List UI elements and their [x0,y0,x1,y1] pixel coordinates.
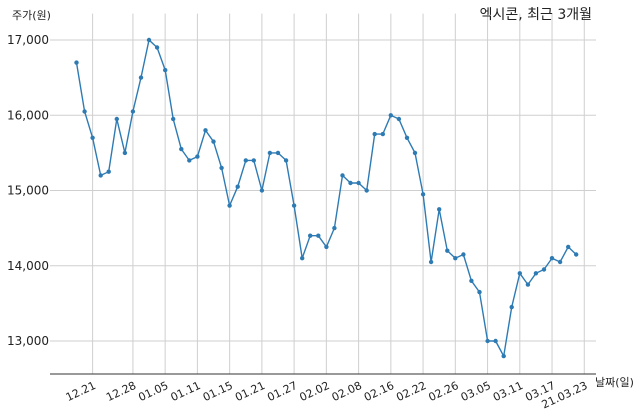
data-point [187,158,192,163]
data-point [477,289,482,295]
data-point [114,116,120,122]
data-point [106,169,111,174]
data-point [235,184,240,189]
x-tick-label: 01.15 [201,379,235,404]
data-point [453,256,458,261]
data-point [557,259,563,265]
data-point [82,109,87,114]
data-point [509,304,514,310]
data-point [195,154,200,159]
data-point [566,244,571,250]
data-point [541,267,547,272]
data-point [461,252,466,257]
data-point [219,165,224,171]
data-point [163,67,168,73]
x-tick-label: 03.11 [491,379,525,404]
data-point [469,278,474,283]
data-point [388,113,393,118]
data-point [549,256,555,261]
x-tick-label: 02.08 [330,379,364,404]
data-point [396,116,402,122]
data-point [525,282,531,287]
data-point [428,259,434,265]
data-point [171,116,176,122]
x-tick-label: 01.05 [136,379,170,404]
data-point [574,252,579,257]
y-tick-labels: 13,000 14,000 15,000 16,000 17,000 [7,33,49,348]
x-tick-label: 02.02 [298,379,332,404]
data-point [259,188,265,193]
data-point [283,158,289,163]
x-axis-label: 날짜(일) [595,375,634,389]
data-point [74,60,79,65]
data-point [412,150,418,156]
data-point [445,248,450,253]
y-tick-label: 13,000 [7,334,49,348]
data-point [308,233,313,238]
data-point [267,150,273,156]
data-point [146,37,152,43]
data-point [404,135,410,140]
data-point [122,150,128,156]
data-point [227,203,232,208]
y-axis-label: 주가(원) [12,9,51,22]
y-tick-label: 17,000 [7,33,49,47]
x-tick-label: 01.11 [169,379,203,404]
y-tick-label: 15,000 [7,184,49,198]
y-tick-label: 14,000 [7,259,49,273]
data-point [356,180,361,186]
data-point [420,192,426,197]
x-tick-labels: 12.21 12.2801.0501.1101.1501.2101.2702.02… [64,379,590,411]
x-tick-label: 12.28 [104,379,138,404]
data-point [485,338,490,344]
data-point [316,233,321,238]
data-point [493,338,498,344]
x-tick-label: 02.16 [362,379,396,404]
data-point [501,353,506,359]
grid-lines [50,13,596,374]
data-point [517,271,522,276]
data-point [348,180,353,186]
chart-title: 엑시콘, 최근 3개월 [480,7,592,23]
data-point [90,135,95,140]
data-point [380,131,385,137]
data-point [275,150,281,156]
data-point [179,146,184,152]
data-point [138,75,144,80]
data-point [291,203,297,208]
data-point [203,128,208,133]
data-point [340,173,345,178]
data-point [154,45,160,50]
data-point [437,207,442,212]
x-tick-label: 03.05 [459,379,493,404]
price-points [74,37,579,359]
data-point [372,131,377,137]
data-point [243,158,248,163]
data-point [364,188,369,193]
x-tick-label: 01.21 [233,379,267,404]
x-tick-label: 02.26 [427,379,461,404]
x-tick-label: 01.27 [265,379,299,404]
data-point [332,225,337,231]
data-point [251,158,256,163]
data-point [98,173,103,178]
data-point [211,139,216,144]
x-tick-label: 02.22 [394,379,428,404]
x-tick-label: 12.21 [64,379,98,404]
data-point [533,271,539,276]
data-point [130,109,136,114]
data-point [300,256,305,261]
y-tick-label: 16,000 [7,108,49,122]
data-point [324,244,329,250]
